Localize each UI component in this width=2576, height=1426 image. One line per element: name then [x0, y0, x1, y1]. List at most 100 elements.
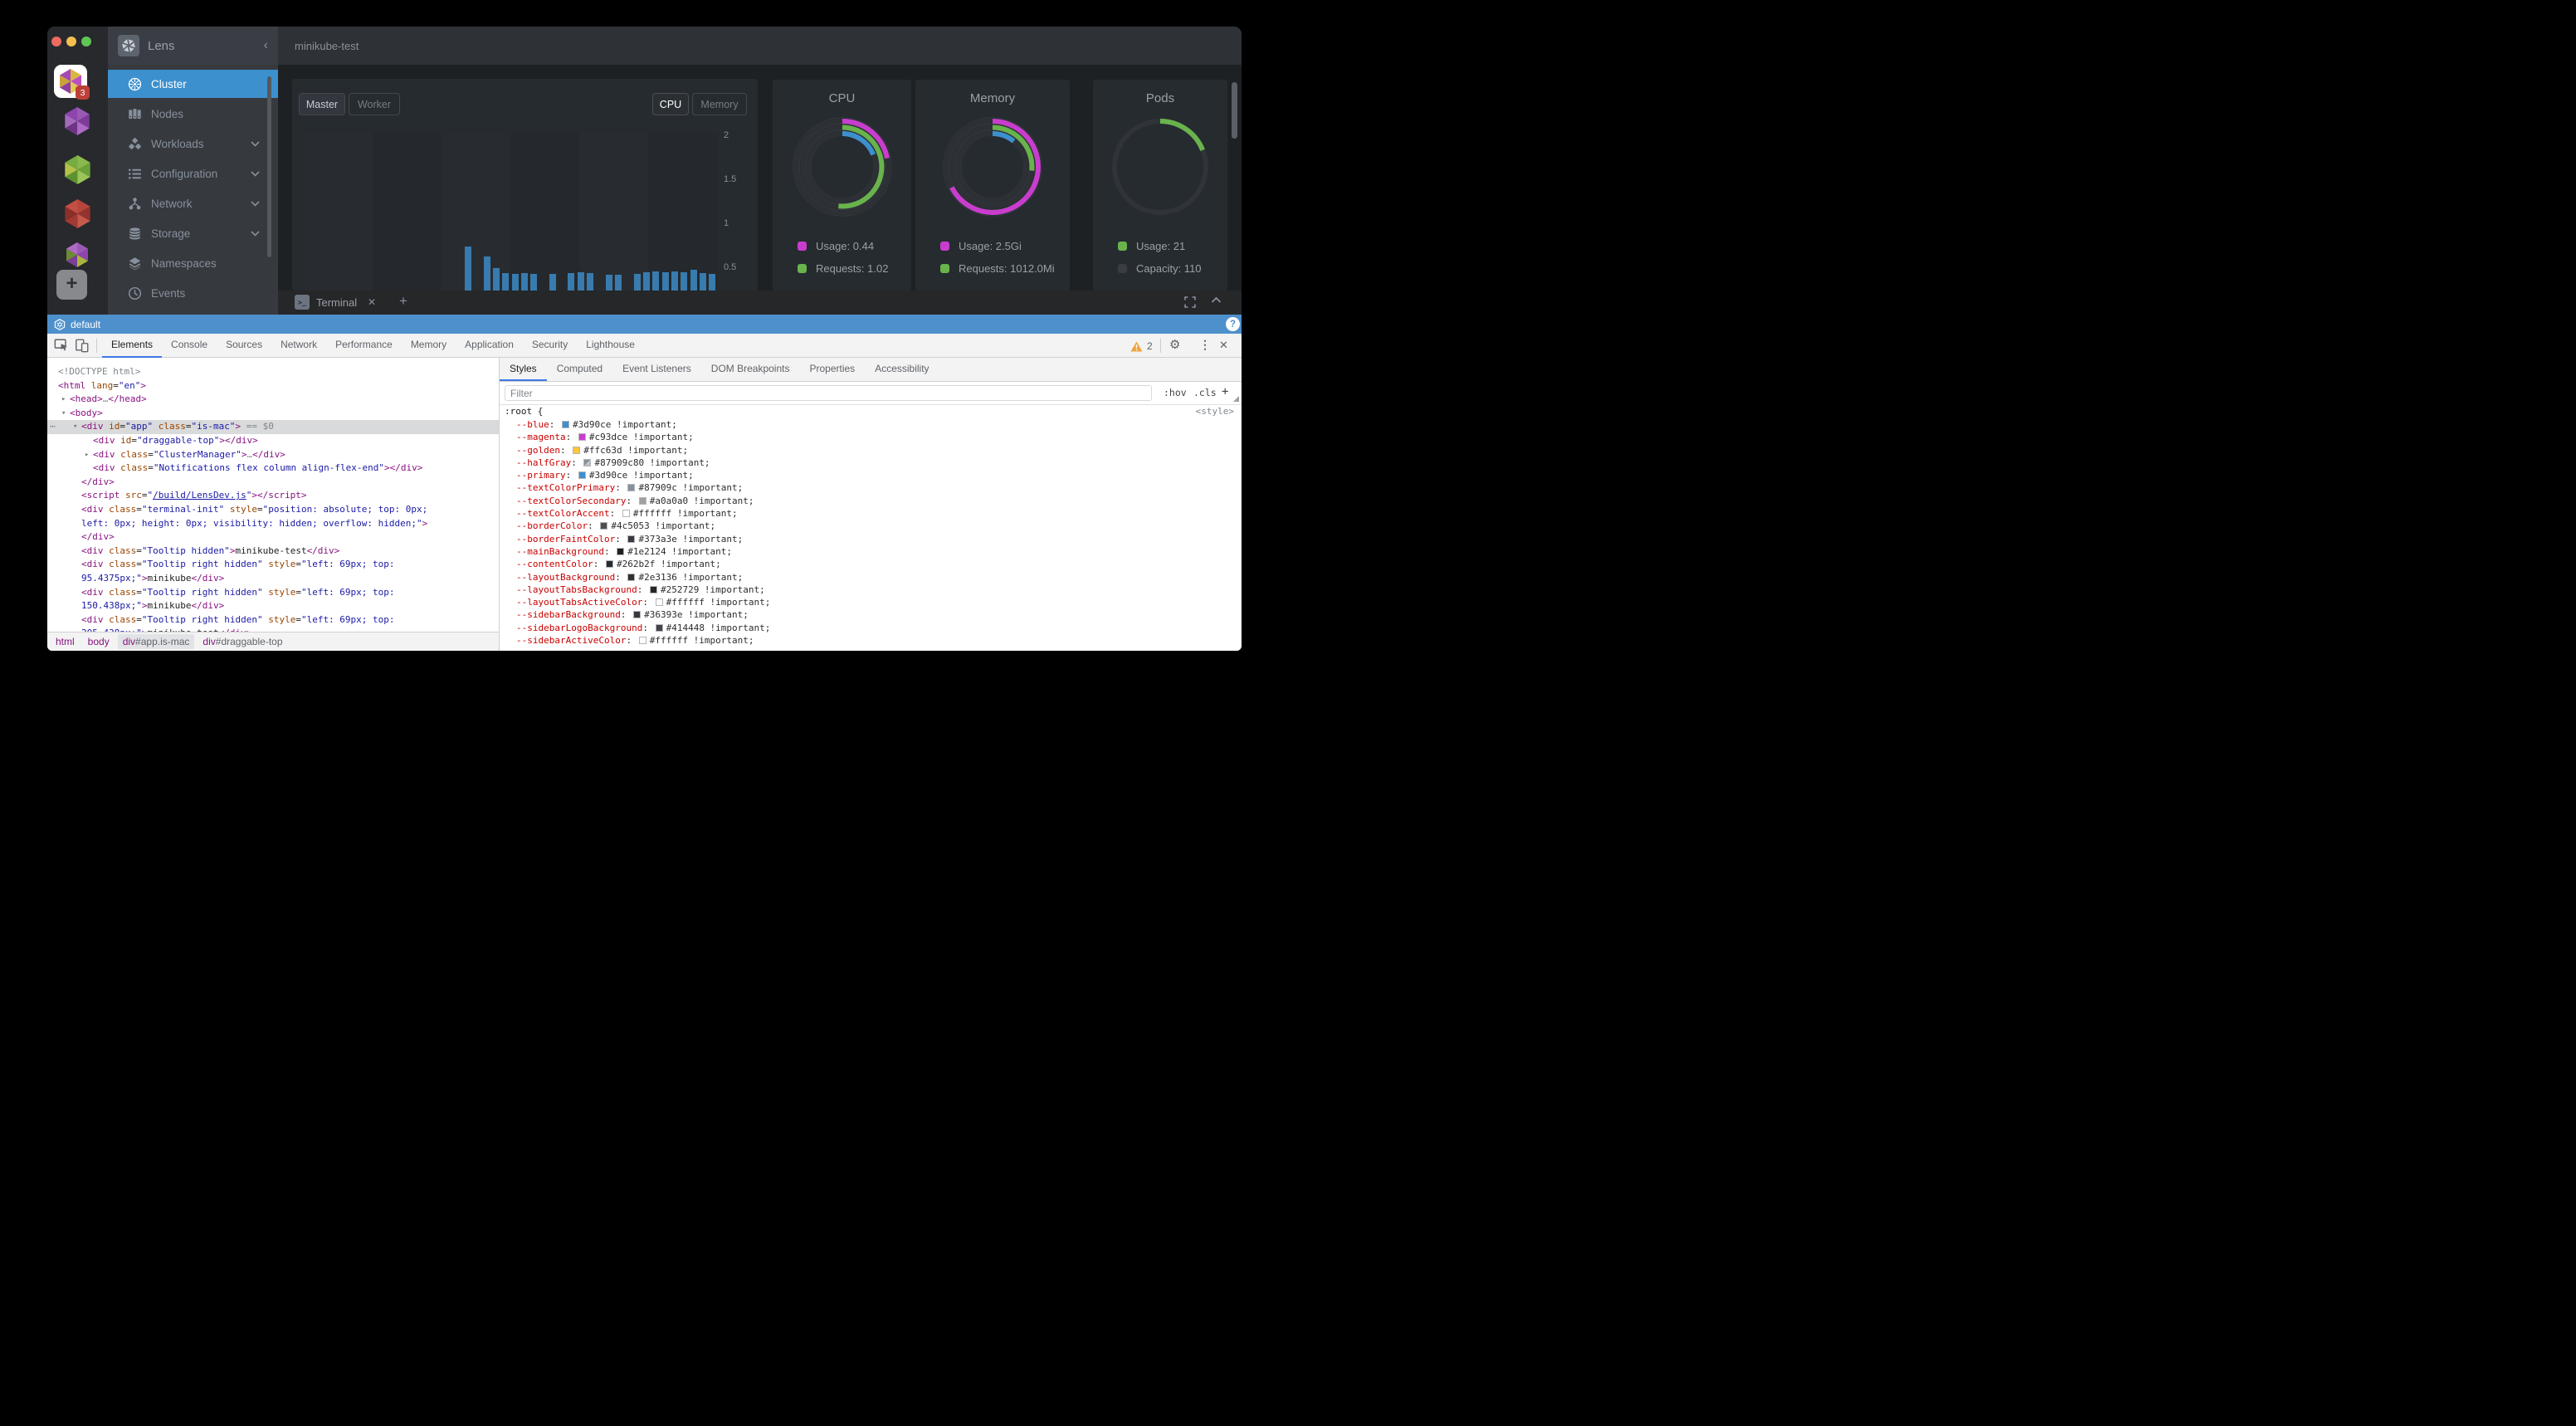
breadcrumb-item[interactable]: html: [56, 636, 75, 647]
css-property[interactable]: --textColorPrimary: #87909c !important;: [516, 482, 744, 494]
css-property[interactable]: --magenta: #c93dce !important;: [516, 432, 694, 443]
color-swatch[interactable]: [655, 598, 663, 607]
dom-node-line[interactable]: <div class="Tooltip right hidden" style=…: [81, 613, 395, 625]
sidebar-item-nodes[interactable]: Nodes: [108, 100, 278, 128]
color-swatch[interactable]: [622, 510, 630, 518]
sidebar-item-events[interactable]: Events: [108, 279, 278, 307]
more-options-icon[interactable]: ⋮: [1199, 338, 1211, 351]
dom-node-line[interactable]: 95.4375px;">minikube</div>: [81, 572, 225, 584]
inspect-element-icon[interactable]: [54, 338, 69, 353]
fullscreen-icon[interactable]: [1184, 296, 1196, 308]
device-toolbar-icon[interactable]: [75, 338, 90, 353]
dashboard-scrollbar[interactable]: [1232, 82, 1237, 139]
css-property[interactable]: --sidebarActiveColor: #ffffff !important…: [516, 635, 754, 647]
sidebar-item-storage[interactable]: Storage: [108, 219, 278, 247]
sidebar-item-namespaces[interactable]: Namespaces: [108, 249, 278, 277]
terminal-close-icon[interactable]: ✕: [368, 296, 377, 308]
dom-node-line[interactable]: left: 0px; height: 0px; visibility: hidd…: [81, 517, 428, 529]
dom-node-line[interactable]: <div id="draggable-top"></div>: [93, 434, 258, 446]
sidebar-collapse-icon[interactable]: ‹: [263, 38, 268, 52]
toggle-class-button[interactable]: .cls: [1193, 387, 1217, 398]
sidebar-item-configuration[interactable]: Configuration: [108, 159, 278, 188]
add-cluster-button[interactable]: +: [56, 270, 87, 300]
css-property[interactable]: --textColorSecondary: #a0a0a0 !important…: [516, 495, 754, 506]
css-property[interactable]: --sidebarBackground: #36393e !important;: [516, 609, 749, 621]
cluster-icon-1[interactable]: [58, 107, 96, 135]
devtools-tab-application[interactable]: Application: [465, 339, 514, 350]
css-property[interactable]: --golden: #ffc63d !important;: [516, 444, 689, 456]
expand-node-icon[interactable]: ▸: [85, 450, 90, 459]
style-source-link[interactable]: <style>: [1195, 406, 1234, 417]
css-property[interactable]: --mainBackground: #1e2124 !important;: [516, 545, 733, 557]
devtools-tab-performance[interactable]: Performance: [335, 339, 393, 350]
color-swatch[interactable]: [627, 484, 636, 492]
color-swatch[interactable]: [562, 421, 569, 428]
styles-tab-dom-breakpoints[interactable]: DOM Breakpoints: [710, 363, 790, 374]
css-property[interactable]: --layoutTabsBackground: #252729 !importa…: [516, 584, 765, 595]
devtools-tab-lighthouse[interactable]: Lighthouse: [586, 339, 635, 350]
dom-node-line[interactable]: <div class="terminal-init" style="positi…: [81, 503, 428, 515]
styles-tab-properties[interactable]: Properties: [809, 363, 856, 374]
color-swatch[interactable]: [627, 535, 636, 543]
collapse-node-icon[interactable]: ▾: [73, 422, 78, 432]
css-property[interactable]: --blue: #3d90ce !important;: [516, 419, 677, 430]
breadcrumb-item[interactable]: div#draggable-top: [202, 636, 283, 647]
css-property[interactable]: --halfGray: #87909c80 !important;: [516, 457, 710, 468]
css-property[interactable]: --borderColor: #4c5053 !important;: [516, 520, 716, 532]
color-swatch[interactable]: [617, 547, 625, 555]
color-swatch[interactable]: [638, 496, 646, 505]
color-swatch[interactable]: [578, 471, 586, 480]
color-swatch[interactable]: [655, 623, 663, 632]
dom-node-line[interactable]: <!DOCTYPE html>: [58, 366, 141, 377]
breadcrumb-item[interactable]: div#app.is-mac: [117, 634, 195, 649]
dom-node-line[interactable]: <div class="Notifications flex column al…: [93, 462, 423, 474]
sidebar-scrollbar[interactable]: [267, 76, 271, 257]
color-swatch[interactable]: [633, 611, 642, 619]
toggle-pseudo-button[interactable]: :hov: [1164, 387, 1187, 398]
dom-node-line[interactable]: <script src="/build/LensDev.js"></script…: [81, 490, 307, 501]
css-property[interactable]: --layoutTabsActiveColor: #ffffff !import…: [516, 597, 771, 608]
dom-node-line[interactable]: ▸ <div class="ClusterManager">…</div>: [47, 448, 499, 462]
help-icon[interactable]: ?: [1226, 317, 1240, 331]
close-window-button[interactable]: [51, 37, 61, 46]
styles-tab-styles[interactable]: Styles: [500, 358, 547, 381]
dom-node-line[interactable]: <html lang="en">: [58, 379, 146, 391]
devtools-close-icon[interactable]: ✕: [1219, 339, 1228, 351]
cluster-icon-4[interactable]: [58, 242, 96, 267]
sidebar-item-cluster[interactable]: Cluster: [108, 70, 278, 98]
color-swatch[interactable]: [605, 560, 613, 569]
node-worker-tab[interactable]: Worker: [349, 93, 400, 115]
terminal-tab[interactable]: Terminal: [316, 296, 358, 309]
dom-node-line[interactable]: 205.438px;">minikube-test</div>: [47, 627, 499, 632]
minimize-window-button[interactable]: [66, 37, 76, 46]
sidebar-item-network[interactable]: Network: [108, 189, 278, 217]
color-swatch[interactable]: [638, 637, 646, 645]
styles-tab-accessibility[interactable]: Accessibility: [875, 363, 929, 374]
chevron-up-icon[interactable]: [1211, 296, 1222, 308]
css-property[interactable]: --contentColor: #262b2f !important;: [516, 559, 721, 570]
css-property[interactable]: --sidebarLogoBackground: #414448 !import…: [516, 622, 771, 633]
breadcrumb-item[interactable]: body: [87, 636, 110, 647]
devtools-tab-network[interactable]: Network: [281, 339, 318, 350]
dom-node-line[interactable]: </div>: [81, 531, 115, 543]
dom-node-line[interactable]: ▸ <head>…</head>: [47, 393, 499, 407]
css-property[interactable]: --borderFaintColor: #373a3e !important;: [516, 533, 744, 545]
dom-node-line[interactable]: 150.438px;">minikube</div>: [81, 600, 225, 612]
devtools-tab-elements[interactable]: Elements: [102, 334, 163, 358]
expand-node-icon[interactable]: ▸: [61, 395, 66, 404]
css-property[interactable]: --primary: #3d90ce !important;: [516, 470, 694, 481]
sidebar-item-workloads[interactable]: Workloads: [108, 129, 278, 158]
color-swatch[interactable]: [600, 522, 608, 530]
css-selector[interactable]: :root {: [505, 406, 544, 417]
devtools-tab-sources[interactable]: Sources: [226, 339, 263, 350]
node-master-tab[interactable]: Master: [299, 93, 345, 115]
dom-node-line[interactable]: </div>: [81, 476, 115, 487]
devtools-tab-console[interactable]: Console: [171, 339, 208, 350]
settings-gear-icon[interactable]: ⚙: [1169, 338, 1181, 352]
collapse-node-icon[interactable]: ▾: [61, 408, 66, 418]
dom-node-line[interactable]: ▾ <body>: [47, 407, 499, 421]
color-swatch[interactable]: [573, 446, 581, 454]
cluster-icon-3[interactable]: [58, 199, 96, 228]
dom-node-line[interactable]: <div class="Tooltip right hidden" style=…: [81, 586, 395, 598]
new-style-rule-button[interactable]: +: [1222, 385, 1229, 398]
